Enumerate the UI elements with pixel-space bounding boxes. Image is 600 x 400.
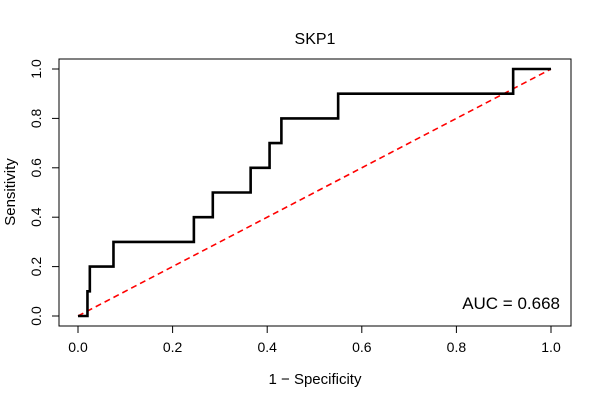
roc-curve-line [78, 67, 551, 318]
y-tick-label: 1.0 [28, 59, 44, 79]
y-tick-label: 0.2 [28, 257, 44, 277]
x-tick-label: 0.4 [257, 339, 277, 355]
x-tick-label: 0.8 [447, 339, 467, 355]
x-axis: 0.0 0.2 0.4 0.6 0.8 1.0 [68, 325, 561, 355]
chart-title: SKP1 [295, 31, 336, 48]
y-tick-label: 0.4 [28, 207, 44, 227]
x-tick-label: 0.6 [352, 339, 372, 355]
y-axis-label: Sensitivity [2, 158, 19, 226]
series-layer [77, 67, 552, 318]
reference-diagonal-line [77, 68, 552, 317]
auc-annotation: AUC = 0.668 [462, 294, 560, 313]
y-tick-label: 0.0 [28, 306, 44, 326]
y-axis: 0.0 0.2 0.4 0.6 0.8 1.0 [28, 59, 60, 326]
x-tick-label: 0.2 [163, 339, 183, 355]
x-tick-label: 0.0 [68, 339, 88, 355]
x-axis-label: 1 − Specificity [269, 371, 362, 388]
y-tick-label: 0.6 [28, 158, 44, 178]
x-tick-label: 1.0 [541, 339, 561, 355]
y-tick-label: 0.8 [28, 108, 44, 128]
